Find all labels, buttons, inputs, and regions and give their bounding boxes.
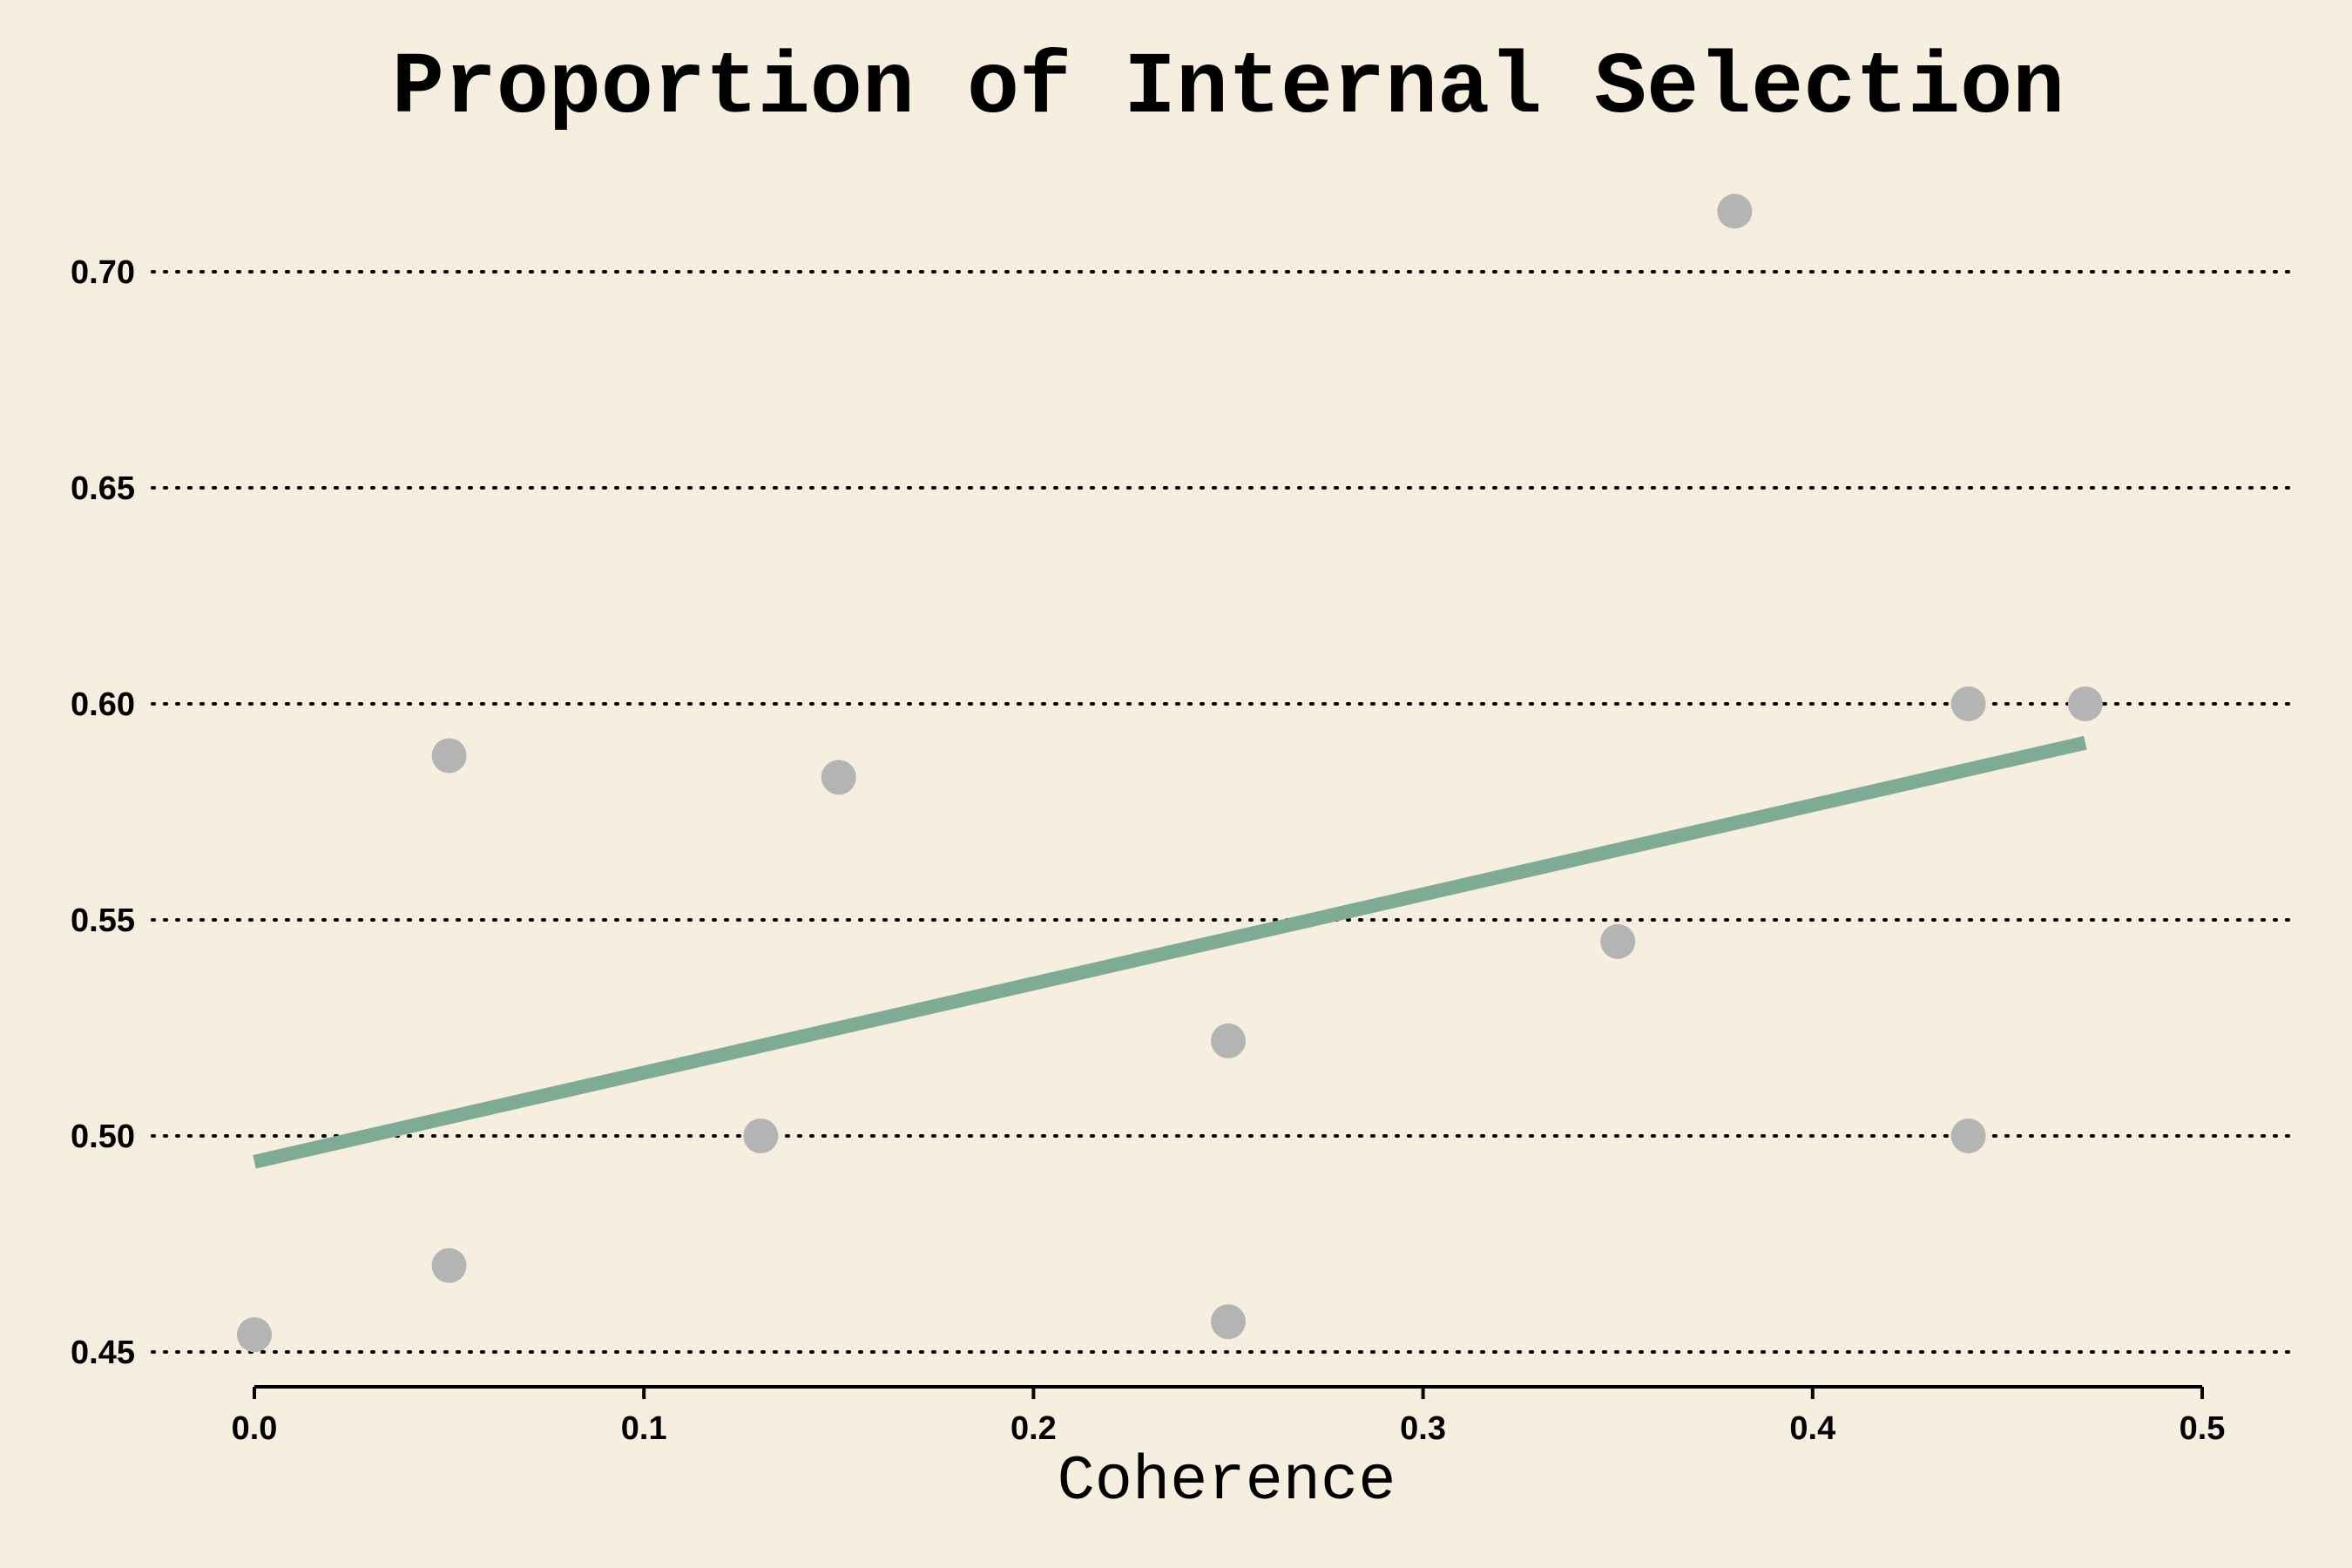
chart-title: Proportion of Internal Selection bbox=[392, 40, 2065, 139]
x-axis: 0.0 0.1 0.2 0.3 0.4 0.5 bbox=[232, 1385, 2226, 1447]
data-point bbox=[1211, 1023, 1246, 1058]
data-point bbox=[1600, 923, 1636, 959]
y-tick-label: 0.45 bbox=[71, 1335, 135, 1371]
data-point bbox=[431, 738, 467, 774]
gridlines bbox=[151, 270, 2297, 1354]
data-point bbox=[1950, 1119, 1986, 1153]
data-point bbox=[1950, 686, 1986, 721]
data-point bbox=[431, 1247, 467, 1283]
x-tick-label: 0.4 bbox=[1789, 1410, 1835, 1447]
trendline bbox=[253, 735, 2087, 1169]
data-point bbox=[237, 1317, 272, 1353]
y-tick-label: 0.65 bbox=[71, 470, 135, 507]
data-point bbox=[1717, 193, 1753, 229]
data-point bbox=[743, 1119, 779, 1153]
data-point bbox=[821, 760, 856, 795]
y-tick-label: 0.70 bbox=[71, 254, 135, 291]
x-tick-label: 0.5 bbox=[2180, 1410, 2226, 1447]
data-point bbox=[2067, 686, 2103, 721]
x-tick-label: 0.1 bbox=[621, 1410, 667, 1447]
y-tick-label: 0.55 bbox=[71, 902, 135, 939]
data-points bbox=[237, 193, 2103, 1353]
y-tick-label: 0.50 bbox=[71, 1119, 135, 1155]
data-point bbox=[1211, 1304, 1246, 1340]
x-tick-label: 0.0 bbox=[232, 1410, 278, 1447]
trendline-layer bbox=[253, 735, 2087, 1169]
y-tick-label: 0.60 bbox=[71, 686, 135, 723]
x-tick-label: 0.3 bbox=[1400, 1410, 1446, 1447]
x-axis-label: Coherence bbox=[1058, 1446, 1396, 1517]
x-tick-label: 0.2 bbox=[1010, 1410, 1057, 1447]
y-axis-ticks: 0.45 0.50 0.55 0.60 0.65 0.70 bbox=[71, 254, 135, 1371]
